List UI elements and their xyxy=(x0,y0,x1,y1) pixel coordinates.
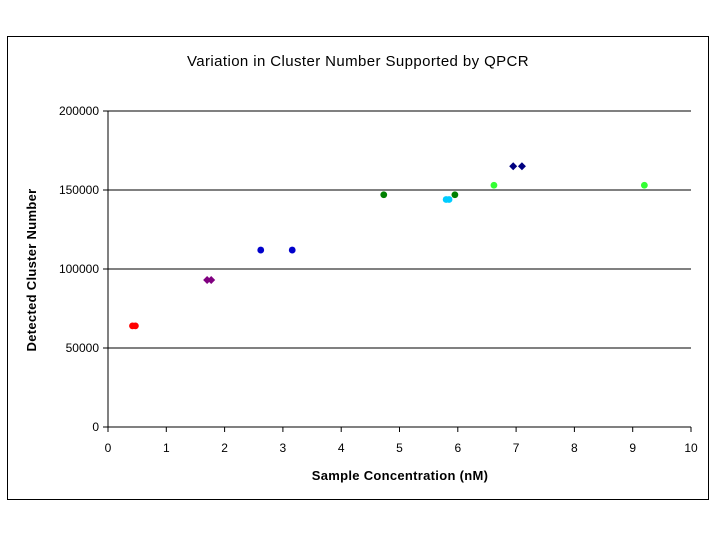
data-point-s2-p1 xyxy=(288,246,296,254)
x-tick-label: 8 xyxy=(571,441,578,455)
data-point-s3-p1 xyxy=(451,191,459,199)
x-axis-ticks: 0 1 2 3 4 5 6 7 8 9 10 xyxy=(105,427,698,455)
x-tick-label: 9 xyxy=(629,441,636,455)
x-tick-label: 7 xyxy=(513,441,520,455)
data-point-s1-p1 xyxy=(207,276,216,285)
y-axis-ticks: 0 50000 100000 150000 200000 xyxy=(59,104,108,434)
x-tick-label: 5 xyxy=(396,441,403,455)
data-point-s6-p0 xyxy=(509,162,518,171)
data-point-s4-p1 xyxy=(445,196,453,203)
y-tick-label: 50000 xyxy=(66,341,100,355)
chart-title: Variation in Cluster Number Supported by… xyxy=(187,53,529,70)
x-tick-label: 0 xyxy=(105,441,112,455)
x-tick-label: 2 xyxy=(221,441,228,455)
data-point-s0-p1 xyxy=(132,322,139,330)
x-tick-label: 6 xyxy=(454,441,461,455)
data-point-s5-p0 xyxy=(490,181,498,189)
y-tick-label: 150000 xyxy=(59,183,99,197)
data-point-s5-p1 xyxy=(640,181,648,189)
y-axis-label: Detected Cluster Number xyxy=(24,189,39,352)
data-point-s6-p1 xyxy=(517,162,526,171)
x-tick-label: 1 xyxy=(163,441,170,455)
x-tick-label: 10 xyxy=(684,441,698,455)
data-points xyxy=(129,162,648,330)
chart-frame xyxy=(7,36,709,500)
data-point-s2-p0 xyxy=(257,246,265,254)
x-axis-label: Sample Concentration (nM) xyxy=(312,468,489,483)
data-point-s3-p0 xyxy=(380,191,388,199)
x-tick-label: 4 xyxy=(338,441,345,455)
x-tick-label: 3 xyxy=(280,441,287,455)
y-tick-label: 100000 xyxy=(59,262,99,276)
gridlines xyxy=(108,110,691,349)
y-tick-label: 0 xyxy=(92,420,99,434)
y-tick-label: 200000 xyxy=(59,104,99,118)
data-point-s1-p0 xyxy=(203,276,212,285)
